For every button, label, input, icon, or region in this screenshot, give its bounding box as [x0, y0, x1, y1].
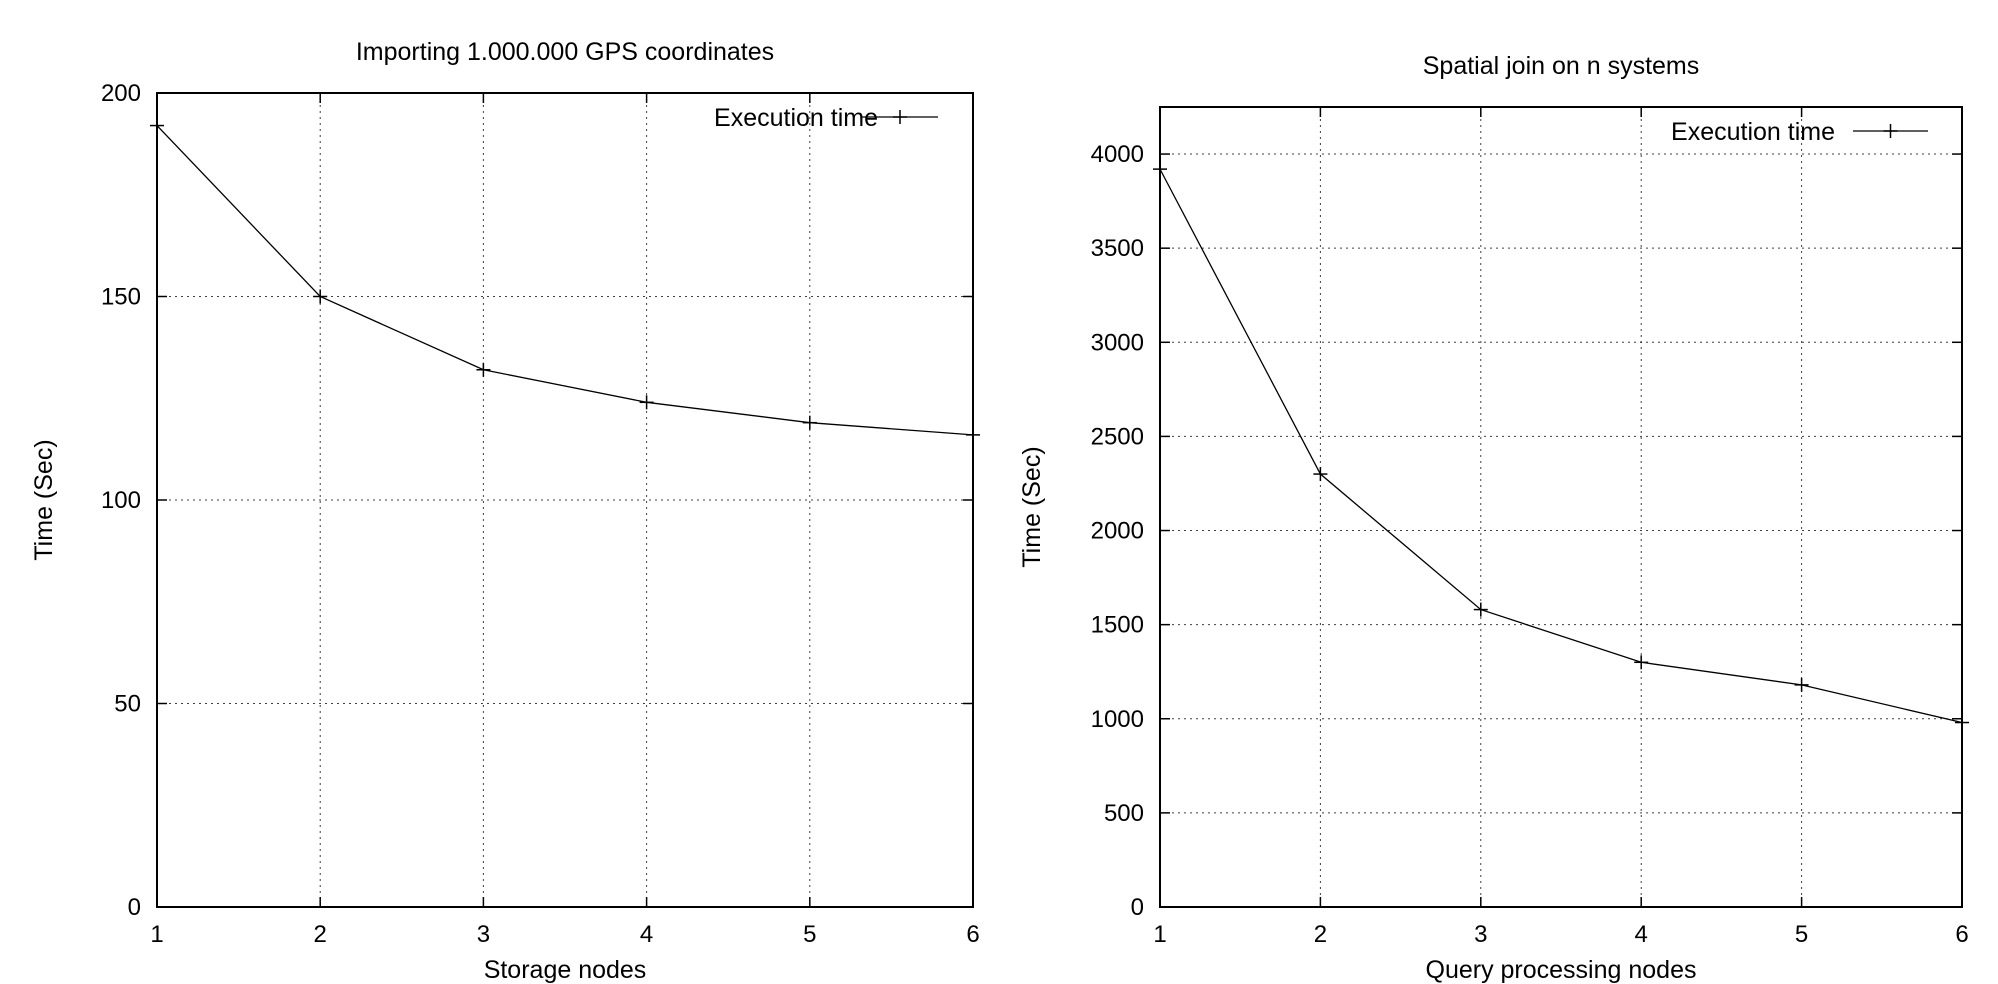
- chart-title: Spatial join on n systems: [1423, 52, 1700, 80]
- y-tick-label: 100: [101, 487, 141, 514]
- series-line-execution-time: [1159, 168, 1963, 724]
- y-tick-label: 50: [114, 691, 141, 718]
- grid-lines: [157, 93, 973, 907]
- y-axis-label: Time (Sec): [1018, 446, 1046, 567]
- y-axis-label: Time (Sec): [30, 439, 58, 560]
- data-point: [1634, 655, 1649, 670]
- data-point: [966, 427, 980, 442]
- x-tick-label: 5: [803, 921, 816, 948]
- y-tick-label: 150: [101, 284, 141, 311]
- x-tick-label: 2: [314, 921, 327, 948]
- y-tick-label: 2500: [1091, 423, 1144, 450]
- plot-frame: [156, 92, 974, 908]
- x-tick-label: 5: [1795, 921, 1808, 948]
- data-point: [150, 118, 164, 133]
- chart-spatial-join: Spatial join on n systems 1 2 3 4 5 6 0 500 1000 1…: [1018, 52, 1969, 984]
- y-tick-label: 200: [101, 80, 141, 107]
- chart-import-gps: Importing 1.000.000 GPS coordinates 1 2 3 4 5…: [30, 38, 980, 984]
- data-point: [476, 362, 491, 377]
- x-tick-label: 1: [1153, 921, 1166, 948]
- y-tick-label: 1000: [1091, 706, 1144, 733]
- legend: Execution time: [714, 104, 938, 132]
- y-tick-label: 1500: [1091, 612, 1144, 639]
- legend: Execution time: [1671, 118, 1928, 146]
- data-point: [1473, 602, 1488, 617]
- data-point: [1794, 677, 1809, 692]
- x-tick-label: 6: [966, 921, 979, 948]
- chart-title: Importing 1.000.000 GPS coordinates: [356, 38, 774, 66]
- data-point: [1313, 467, 1328, 482]
- x-tick-label: 6: [1955, 921, 1968, 948]
- plot-frame: [1159, 106, 1963, 908]
- x-tick-label: 3: [1474, 921, 1487, 948]
- grid-lines: [1160, 107, 1962, 907]
- legend-label: Execution time: [714, 104, 878, 132]
- data-point: [639, 395, 654, 410]
- x-tick-label: 1: [150, 921, 163, 948]
- x-tick-label: 2: [1314, 921, 1327, 948]
- y-tick-label: 0: [1131, 894, 1144, 921]
- x-tick-label: 4: [1635, 921, 1648, 948]
- x-axis-label: Storage nodes: [484, 956, 647, 984]
- x-axis-label: Query processing nodes: [1426, 956, 1697, 984]
- data-point: [1955, 715, 1969, 730]
- data-point: [802, 415, 817, 430]
- y-tick-label: 0: [128, 894, 141, 921]
- x-tick-label: 3: [477, 921, 490, 948]
- y-tick-label: 500: [1104, 800, 1144, 827]
- y-tick-label: 3500: [1091, 235, 1144, 262]
- data-point: [313, 289, 328, 304]
- data-point: [1153, 162, 1167, 177]
- x-tick-label: 4: [640, 921, 653, 948]
- y-tick-label: 2000: [1091, 518, 1144, 545]
- series-line-execution-time: [156, 125, 974, 436]
- y-tick-label: 4000: [1091, 141, 1144, 168]
- y-tick-label: 3000: [1091, 329, 1144, 356]
- legend-label: Execution time: [1671, 118, 1835, 146]
